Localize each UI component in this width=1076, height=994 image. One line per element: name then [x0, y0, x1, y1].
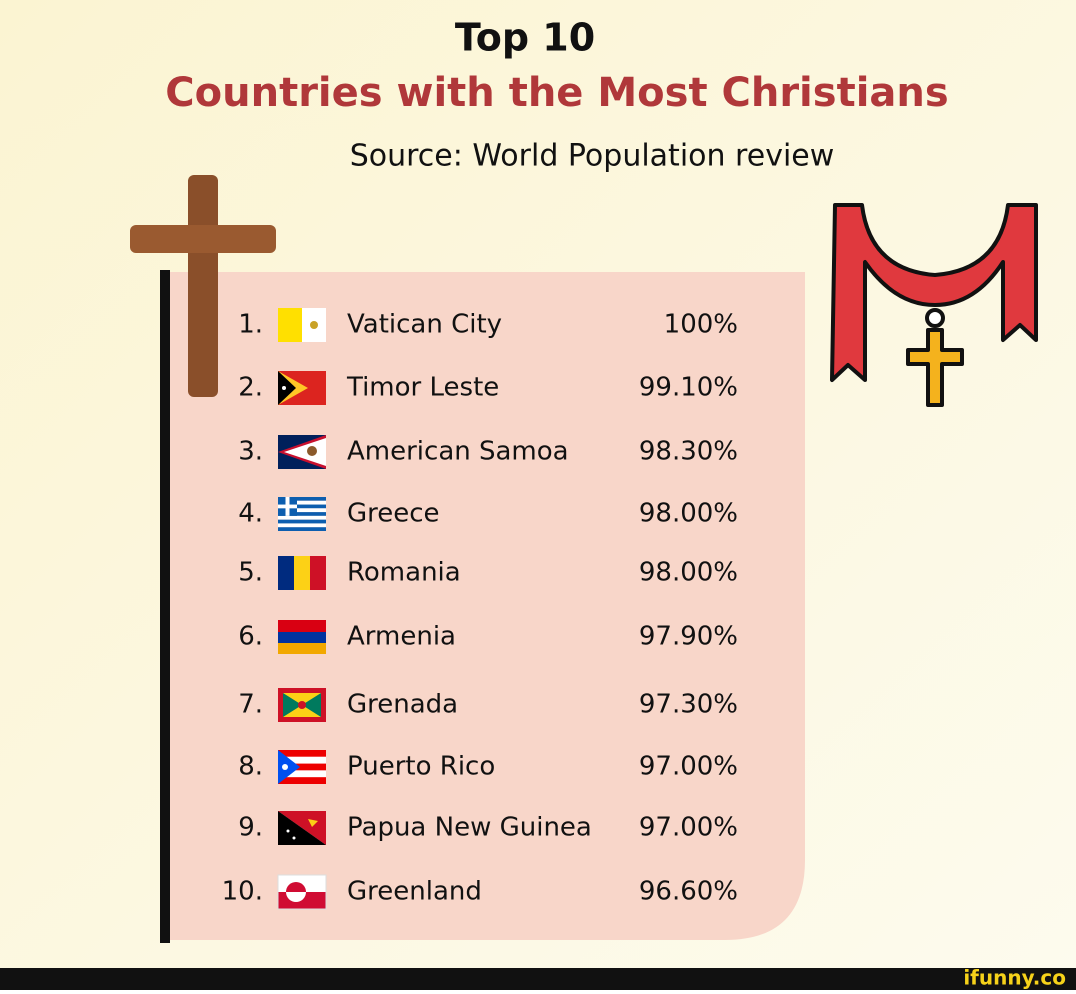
flag — [278, 497, 326, 531]
percentage: 96.60% — [639, 877, 738, 907]
percentage: 98.30% — [639, 437, 738, 467]
country-name: Vatican City — [347, 310, 502, 340]
row: 8. Puerto Rico 97.00% — [238, 750, 738, 784]
percentage: 99.10% — [639, 373, 738, 403]
row: 3. American Samoa 98.30% — [238, 435, 738, 469]
row: 1. Vatican City 100% — [238, 308, 738, 342]
flag — [278, 620, 326, 654]
flag — [278, 435, 326, 469]
percentage: 97.00% — [639, 813, 738, 843]
flag — [278, 750, 326, 784]
rank: 3. — [238, 437, 263, 467]
list-panel — [170, 272, 805, 940]
percentage: 97.30% — [639, 690, 738, 720]
row: 9. Papua New Guinea 97.00% — [238, 811, 738, 845]
country-name: Romania — [347, 558, 461, 588]
flag — [278, 688, 326, 722]
row: 5. Romania 98.00% — [238, 556, 738, 590]
flag — [278, 371, 326, 405]
country-name: Greenland — [347, 877, 482, 907]
country-name: Puerto Rico — [347, 752, 495, 782]
rank: 4. — [238, 499, 263, 529]
rank: 10. — [222, 877, 263, 907]
rank: 6. — [238, 622, 263, 652]
flag — [278, 811, 326, 845]
rank: 9. — [238, 813, 263, 843]
percentage: 97.90% — [639, 622, 738, 652]
rank: 2. — [238, 373, 263, 403]
percentage: 98.00% — [639, 499, 738, 529]
rank: 7. — [238, 690, 263, 720]
country-name: American Samoa — [347, 437, 569, 467]
rank: 8. — [238, 752, 263, 782]
rank: 1. — [238, 310, 263, 340]
percentage: 97.00% — [639, 752, 738, 782]
flag — [278, 308, 326, 342]
country-name: Papua New Guinea — [347, 813, 592, 843]
cross-icon — [130, 175, 276, 397]
rank: 5. — [238, 558, 263, 588]
percentage: 98.00% — [639, 558, 738, 588]
panel-edge — [160, 270, 170, 943]
country-name: Timor Leste — [346, 373, 499, 403]
stole-icon — [830, 203, 1038, 407]
row: 4. Greece 98.00% — [238, 497, 738, 531]
row: 7. Grenada 97.30% — [238, 688, 738, 722]
subtitle: Countries with the Most Christians — [165, 70, 948, 116]
country-name: Grenada — [347, 690, 458, 720]
country-name: Armenia — [347, 622, 456, 652]
row: 6. Armenia 97.90% — [238, 620, 738, 654]
country-name: Greece — [347, 499, 440, 529]
row: 2. Timor Leste 99.10% — [238, 371, 738, 405]
rows: 1. Vatican City 100% 2. Timor Leste 99.10% 3. A… — [222, 308, 738, 910]
flag — [278, 556, 326, 590]
source: Source: World Population review — [350, 139, 835, 174]
footer-bar — [0, 968, 1076, 990]
title: Top 10 — [455, 16, 595, 60]
row: 10. Greenland 96.60% — [222, 874, 738, 910]
watermark: ifunny.co — [963, 966, 1066, 990]
percentage: 100% — [664, 310, 738, 340]
flag — [277, 874, 327, 910]
